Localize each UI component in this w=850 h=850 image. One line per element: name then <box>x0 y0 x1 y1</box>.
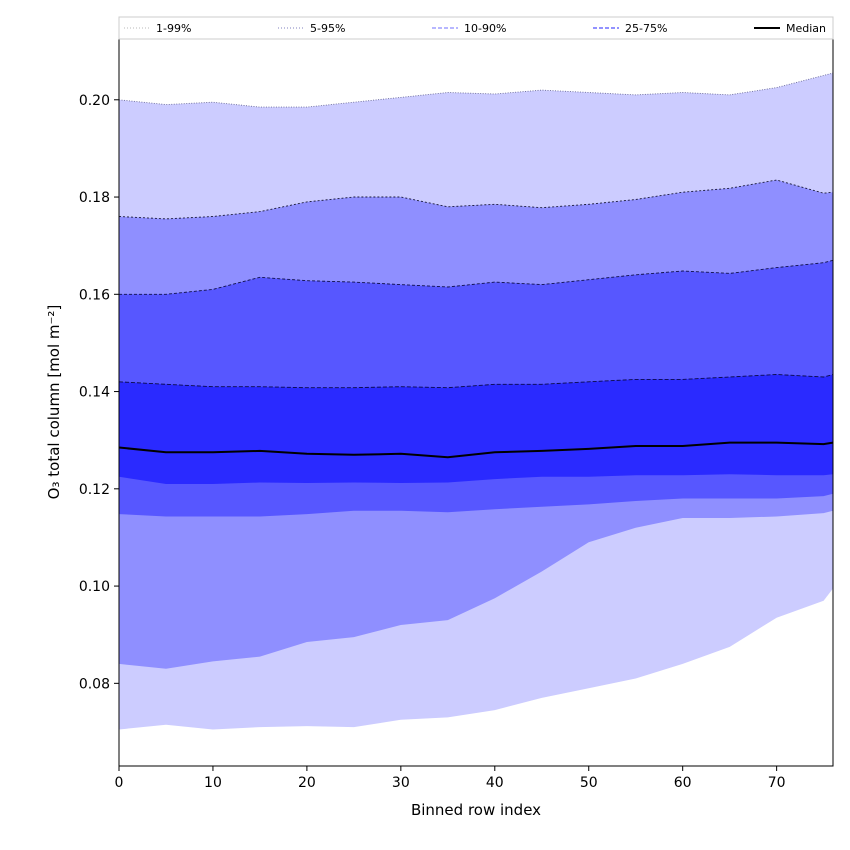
line-p99 <box>118 72 834 108</box>
x-axis: 0 10 20 30 40 50 60 70 <box>115 766 786 791</box>
x-tick-label: 50 <box>580 775 598 791</box>
y-tick-label: 0.14 <box>79 385 110 401</box>
legend-label: 5-95% <box>310 22 345 35</box>
y-tick-label: 0.08 <box>79 676 110 692</box>
x-tick-label: 60 <box>674 775 692 791</box>
x-tick-label: 20 <box>298 775 316 791</box>
y-tick-label: 0.10 <box>79 579 110 595</box>
band-25-75 <box>119 374 833 484</box>
legend-label: 1-99% <box>156 22 191 35</box>
y-axis: 0.08 0.10 0.12 0.14 0.16 0.18 0.20 <box>79 93 119 692</box>
x-tick-label: 10 <box>204 775 222 791</box>
x-tick-label: 40 <box>486 775 504 791</box>
legend-label: 25-75% <box>625 22 667 35</box>
line-p90 <box>119 259 834 295</box>
legend-label: Median <box>786 22 826 35</box>
legend-box <box>118 16 834 40</box>
x-axis-label: Binned row index <box>411 801 541 819</box>
y-tick-label: 0.16 <box>79 287 110 303</box>
x-tick-label: 70 <box>768 775 786 791</box>
legend: 1-99% 5-95% 10-90% 25-75% Median <box>118 16 834 40</box>
line-p95 <box>118 179 834 220</box>
y-axis-label: O₃ total column [mol m⁻²] <box>45 305 63 500</box>
median-series <box>118 441 834 459</box>
x-tick-label: 30 <box>392 775 410 791</box>
y-tick-label: 0.20 <box>79 93 110 109</box>
y-tick-label: 0.12 <box>79 482 110 498</box>
y-tick-label: 0.18 <box>79 190 110 206</box>
plot-area <box>118 72 834 730</box>
median-line <box>118 441 834 459</box>
line-p75 <box>118 374 834 389</box>
legend-label: 10-90% <box>464 22 506 35</box>
x-tick-label: 0 <box>115 775 124 791</box>
